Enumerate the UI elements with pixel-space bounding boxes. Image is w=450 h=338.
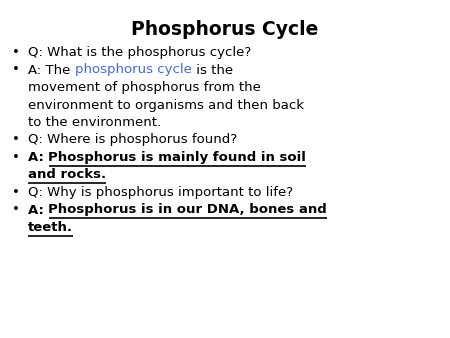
Text: •: • [12, 186, 20, 199]
Text: Q: Why is phosphorus important to life?: Q: Why is phosphorus important to life? [28, 186, 293, 199]
Text: and rocks.: and rocks. [28, 169, 106, 182]
Text: •: • [12, 151, 20, 164]
Text: movement of phosphorus from the: movement of phosphorus from the [28, 81, 261, 94]
Text: A:: A: [28, 203, 49, 217]
Text: phosphorus cycle: phosphorus cycle [75, 64, 192, 76]
Text: Q: Where is phosphorus found?: Q: Where is phosphorus found? [28, 134, 237, 146]
Text: Q: What is the phosphorus cycle?: Q: What is the phosphorus cycle? [28, 46, 251, 59]
Text: teeth.: teeth. [28, 221, 73, 234]
Text: Phosphorus Cycle: Phosphorus Cycle [131, 20, 319, 39]
Text: •: • [12, 134, 20, 146]
Text: •: • [12, 203, 20, 217]
Text: •: • [12, 64, 20, 76]
Text: to the environment.: to the environment. [28, 116, 161, 129]
Text: Phosphorus is in our DNA, bones and: Phosphorus is in our DNA, bones and [49, 203, 327, 217]
Text: A: The: A: The [28, 64, 75, 76]
Text: A:: A: [28, 151, 49, 164]
Text: Phosphorus is mainly found in soil: Phosphorus is mainly found in soil [49, 151, 306, 164]
Text: environment to organisms and then back: environment to organisms and then back [28, 98, 304, 112]
Text: is the: is the [192, 64, 233, 76]
Text: •: • [12, 46, 20, 59]
